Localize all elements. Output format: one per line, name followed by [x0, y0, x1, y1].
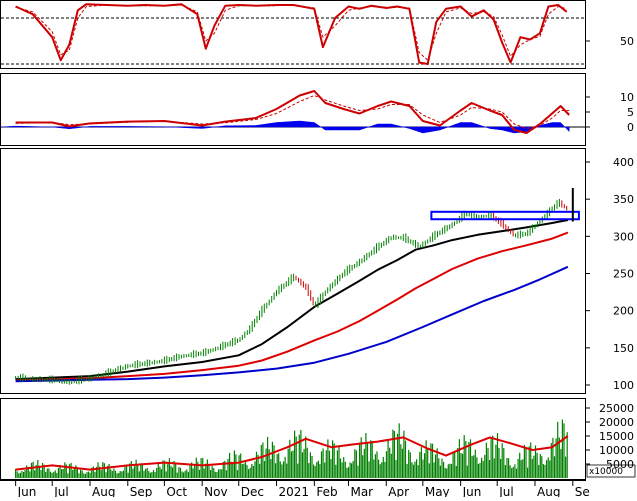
price-annotation-box	[430, 210, 580, 221]
price-ytick-label: 250	[613, 268, 634, 281]
x-tick-label: May	[425, 485, 450, 497]
price-ytick-label: 200	[613, 305, 634, 318]
x-tick-label: Dec	[241, 485, 264, 497]
price-series-line-3	[15, 265, 569, 383]
x-tick-label: Aug	[537, 485, 560, 497]
x-tick-label: 2021	[279, 485, 310, 497]
volume-ytick-label: 25000	[599, 402, 634, 415]
x-tick-label: Sep	[130, 485, 153, 497]
volume-series-line-1	[15, 435, 569, 471]
price-series-line-2	[15, 231, 569, 382]
x-tick-label: Aug	[92, 485, 115, 497]
volume-ytick-label: 5000	[606, 458, 634, 471]
volume-ytick-label: 10000	[599, 444, 634, 457]
volume-panel	[0, 398, 586, 480]
macd-series-line-1	[15, 95, 570, 129]
macd-ytick-label: 5	[627, 106, 634, 119]
volume-ytick-label: 15000	[599, 430, 634, 443]
stochastic-series-line-1	[15, 4, 567, 61]
x-tick-label: Mar	[350, 485, 373, 497]
price-ytick-label: 400	[613, 156, 634, 169]
price-ytick-label: 150	[613, 342, 634, 355]
x-tick-label: Nov	[204, 485, 227, 497]
price-series-line-1	[15, 219, 569, 381]
x-tick-label: Jul	[498, 485, 513, 497]
x-tick-label: Oct	[166, 485, 187, 497]
stochastic-ytick-label: 50	[620, 35, 634, 48]
volume-multiplier-box	[586, 464, 636, 478]
price-panel	[0, 148, 586, 394]
x-tick-label: Apr	[388, 485, 409, 497]
price-ytick-label: 300	[613, 230, 634, 243]
price-ytick-label: 350	[613, 193, 634, 206]
x-tick-label: Jun	[17, 485, 37, 497]
x-tick-label: Jul	[53, 485, 68, 497]
macd-panel	[0, 73, 586, 146]
x-tick-label: Feb	[316, 485, 337, 497]
x-tick-label: Se	[575, 485, 590, 497]
stochastic-panel	[0, 0, 586, 69]
volume-multiplier-label: x10000	[589, 467, 623, 477]
macd-ytick-label: 0	[627, 121, 634, 134]
x-tick-label: Jun	[462, 485, 482, 497]
volume-ytick-label: 20000	[599, 416, 634, 429]
price-ytick-label: 100	[613, 379, 634, 392]
macd-ytick-label: 10	[620, 91, 634, 104]
